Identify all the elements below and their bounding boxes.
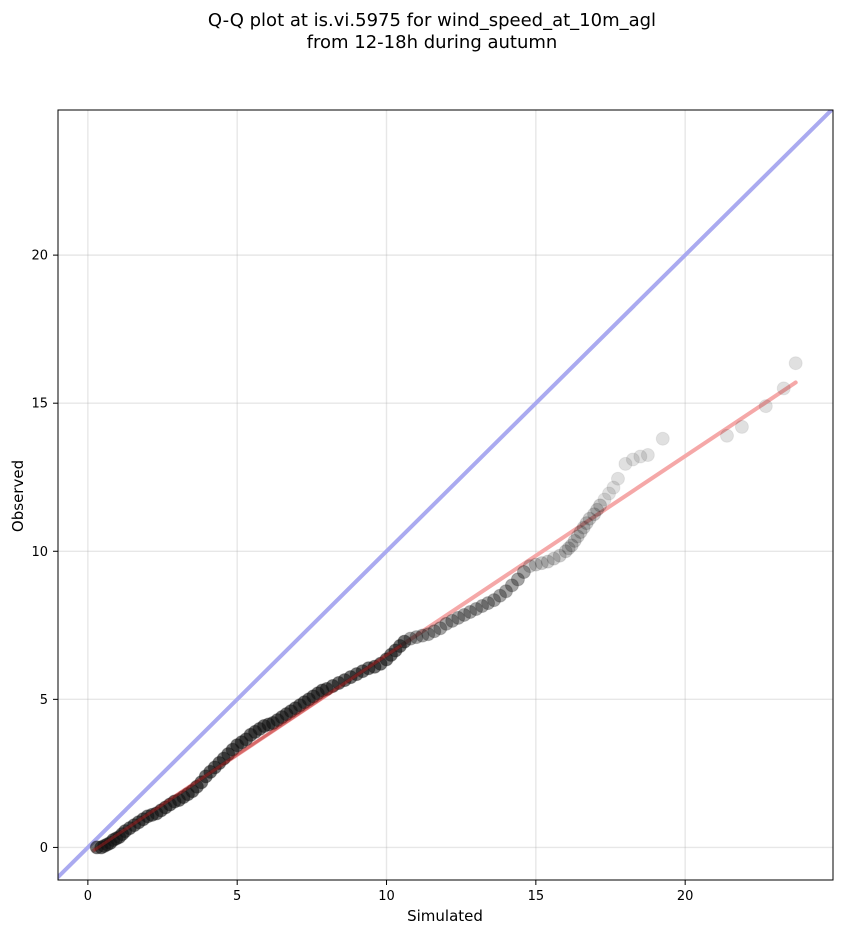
qq-point (734, 419, 749, 434)
plot-layer (58, 110, 833, 880)
qq-point (528, 557, 543, 572)
qq-point (510, 572, 525, 587)
qq-point (618, 456, 633, 471)
qq-point (534, 556, 549, 571)
fit-line-overlay (93, 644, 403, 852)
y-tick-label-4: 20 (31, 249, 48, 264)
qq-point (409, 630, 424, 645)
qq-point (421, 627, 436, 642)
qq-point (546, 551, 561, 566)
qq-point (403, 631, 418, 646)
qq-point (582, 511, 597, 526)
qq-point (655, 431, 670, 446)
identity-line (58, 110, 833, 880)
qq-point (788, 356, 803, 371)
qq-point (776, 381, 791, 396)
qq-point (573, 525, 588, 540)
qq-point (564, 538, 579, 553)
y-tick-label-3: 15 (31, 397, 48, 412)
axes-frame (57, 109, 834, 881)
y-tick-label-2: 10 (31, 545, 48, 560)
qq-point (558, 544, 573, 559)
qq-point (606, 480, 621, 495)
qq-point (415, 628, 430, 643)
x-tick-label-2: 10 (378, 889, 395, 904)
qq-point (597, 492, 612, 507)
chart-title-line-1: Q-Q plot at is.vi.5975 for wind_speed_at… (208, 10, 656, 31)
x-tick-label-0: 0 (84, 889, 92, 904)
qq-point (475, 599, 490, 614)
qq-point (487, 593, 502, 608)
qq-point (457, 607, 472, 622)
qq-point (610, 471, 625, 486)
qq-point (504, 578, 519, 593)
qq-point (590, 502, 605, 517)
qq-point (719, 428, 734, 443)
chart-title-line-2: from 12-18h during autumn (307, 32, 558, 53)
qq-point (433, 621, 448, 636)
qq-point (567, 533, 582, 548)
qq-point (602, 486, 617, 501)
qq-point (561, 541, 576, 556)
qq-point (397, 634, 412, 649)
axes-layer: 0 5 10 15 20 0 5 10 15 20 (31, 109, 834, 904)
qq-point (758, 399, 773, 414)
qq-point (593, 498, 608, 513)
qq-point (640, 448, 655, 463)
qq-point (516, 565, 531, 579)
qq-point (481, 596, 496, 611)
qq-point (498, 584, 513, 599)
qq-point (493, 588, 508, 603)
qq-point (445, 613, 460, 628)
qq-point (469, 602, 484, 617)
qq-point (463, 604, 478, 619)
qq-point (427, 624, 442, 639)
qq-point (540, 554, 555, 569)
qq-point (439, 616, 454, 631)
qq-point (570, 529, 585, 544)
x-tick-label-3: 15 (528, 889, 545, 904)
y-axis-label: Observed (9, 460, 27, 532)
qq-point (576, 520, 591, 535)
qq-point (451, 610, 466, 625)
qq-point (579, 516, 594, 531)
x-axis-label: Simulated (407, 907, 483, 925)
qq-point (633, 449, 648, 464)
qq-point (522, 559, 537, 574)
grid-layer (58, 110, 833, 880)
qq-point (587, 507, 602, 522)
y-tick-label-1: 5 (40, 693, 48, 708)
qq-point (552, 548, 567, 563)
qq-point (625, 452, 640, 467)
y-tick-label-0: 0 (40, 841, 48, 856)
x-tick-label-4: 20 (677, 889, 694, 904)
x-tick-label-1: 5 (233, 889, 241, 904)
